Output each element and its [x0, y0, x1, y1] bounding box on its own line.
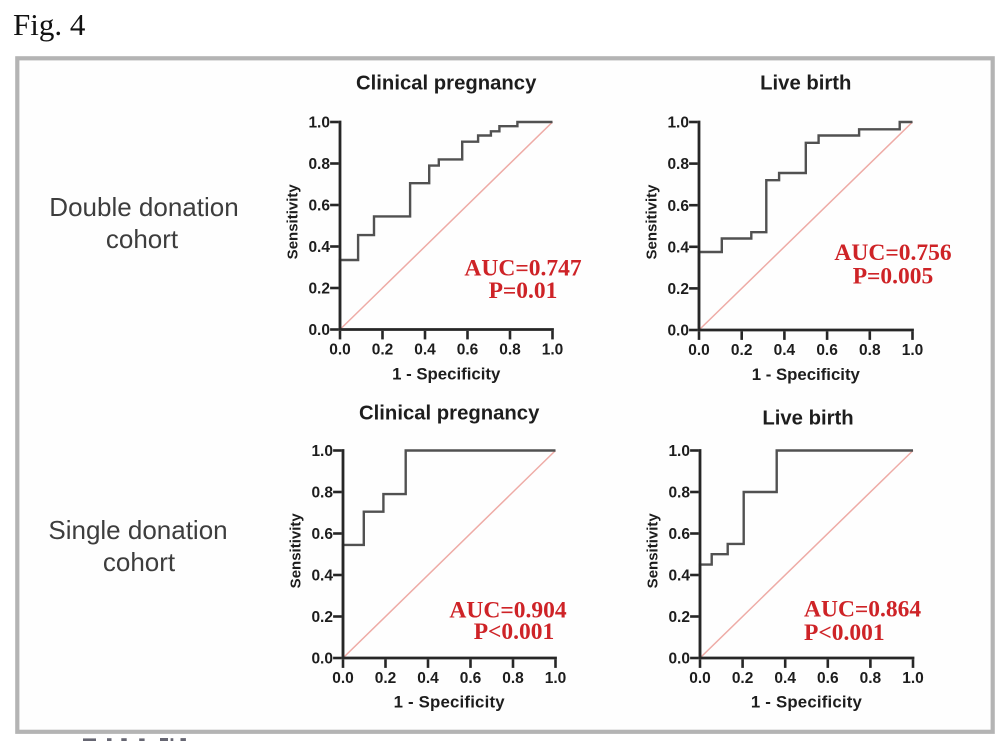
svg-text:0.8: 0.8	[859, 342, 881, 359]
svg-text:0.8: 0.8	[308, 156, 330, 173]
svg-text:0.4: 0.4	[414, 342, 436, 359]
svg-text:0.6: 0.6	[457, 342, 479, 359]
svg-text:0.4: 0.4	[774, 670, 796, 687]
svg-text:0.2: 0.2	[668, 609, 690, 626]
svg-text:AUC=0.756: AUC=0.756	[834, 240, 951, 266]
svg-text:0.6: 0.6	[308, 198, 330, 215]
svg-text:Single donation: Single donation	[48, 515, 227, 545]
svg-text:0.4: 0.4	[311, 568, 333, 585]
svg-text:P=0.01: P=0.01	[489, 278, 558, 304]
svg-text:1.0: 1.0	[902, 342, 924, 359]
svg-text:0.8: 0.8	[311, 485, 333, 502]
svg-text:0.6: 0.6	[460, 670, 482, 687]
svg-text:1 - Specificity: 1 - Specificity	[392, 365, 501, 384]
svg-text:0.2: 0.2	[372, 342, 394, 359]
svg-text:0.6: 0.6	[817, 670, 839, 687]
svg-text:0.8: 0.8	[499, 342, 521, 359]
svg-text:0.0: 0.0	[688, 342, 710, 359]
svg-text:0.2: 0.2	[731, 342, 753, 359]
svg-text:Sensitivity: Sensitivity	[285, 184, 302, 260]
svg-text:0.2: 0.2	[311, 609, 333, 626]
svg-text:1.0: 1.0	[667, 115, 689, 132]
svg-text:0.6: 0.6	[667, 198, 689, 215]
svg-text:0.2: 0.2	[375, 670, 397, 687]
svg-text:AUC=0.747: AUC=0.747	[464, 256, 581, 282]
svg-text:1 - Specificity: 1 - Specificity	[751, 693, 863, 712]
svg-text:1.0: 1.0	[542, 342, 564, 359]
svg-text:0.4: 0.4	[308, 239, 330, 256]
svg-text:P<0.001: P<0.001	[474, 619, 555, 645]
svg-text:1 - Specificity: 1 - Specificity	[394, 693, 506, 712]
svg-text:0.0: 0.0	[308, 322, 330, 339]
svg-text:Clinical pregnancy: Clinical pregnancy	[359, 403, 540, 425]
svg-text:Live birth: Live birth	[762, 408, 853, 430]
svg-text:1.0: 1.0	[668, 443, 690, 460]
svg-text:0.6: 0.6	[311, 526, 333, 543]
svg-text:1.0: 1.0	[902, 670, 924, 687]
svg-text:0.6: 0.6	[668, 526, 690, 543]
svg-text:cohort: cohort	[103, 547, 176, 577]
svg-text:0.8: 0.8	[667, 156, 689, 173]
svg-text:0.0: 0.0	[311, 651, 333, 668]
svg-text:0.8: 0.8	[502, 670, 524, 687]
svg-text:0.0: 0.0	[689, 670, 711, 687]
svg-text:Clinical pregnancy: Clinical pregnancy	[356, 73, 537, 95]
svg-text:0.4: 0.4	[667, 239, 689, 256]
svg-text:P<0.001: P<0.001	[804, 620, 885, 646]
svg-text:0.2: 0.2	[308, 281, 330, 298]
svg-text:Sensitivity: Sensitivity	[645, 513, 662, 589]
svg-text:Live birth: Live birth	[760, 73, 851, 95]
svg-text:P=0.005: P=0.005	[853, 264, 934, 290]
svg-text:0.2: 0.2	[667, 281, 689, 298]
svg-text:AUC=0.904: AUC=0.904	[449, 598, 566, 624]
svg-text:1 - Specificity: 1 - Specificity	[752, 365, 861, 384]
svg-text:0.0: 0.0	[332, 670, 354, 687]
svg-text:0.4: 0.4	[417, 670, 439, 687]
svg-text:0.6: 0.6	[816, 342, 838, 359]
svg-text:0.0: 0.0	[668, 651, 690, 668]
svg-text:AUC=0.864: AUC=0.864	[804, 597, 921, 623]
svg-text:0.4: 0.4	[668, 568, 690, 585]
svg-text:1.0: 1.0	[311, 443, 333, 460]
svg-text:1.0: 1.0	[545, 670, 567, 687]
svg-text:0.4: 0.4	[774, 342, 796, 359]
svg-text:Fig. 4: Fig. 4	[13, 7, 86, 42]
svg-text:0.0: 0.0	[329, 342, 351, 359]
svg-text:0.0: 0.0	[667, 323, 689, 340]
svg-text:Sensitivity: Sensitivity	[644, 184, 661, 260]
svg-text:1.0: 1.0	[308, 115, 330, 132]
svg-text:Sensitivity: Sensitivity	[288, 513, 305, 589]
svg-text:0.8: 0.8	[668, 485, 690, 502]
svg-text:Double donation: Double donation	[49, 192, 238, 222]
svg-text:cohort: cohort	[106, 224, 179, 254]
svg-text:0.2: 0.2	[732, 670, 754, 687]
svg-text:0.8: 0.8	[860, 670, 882, 687]
